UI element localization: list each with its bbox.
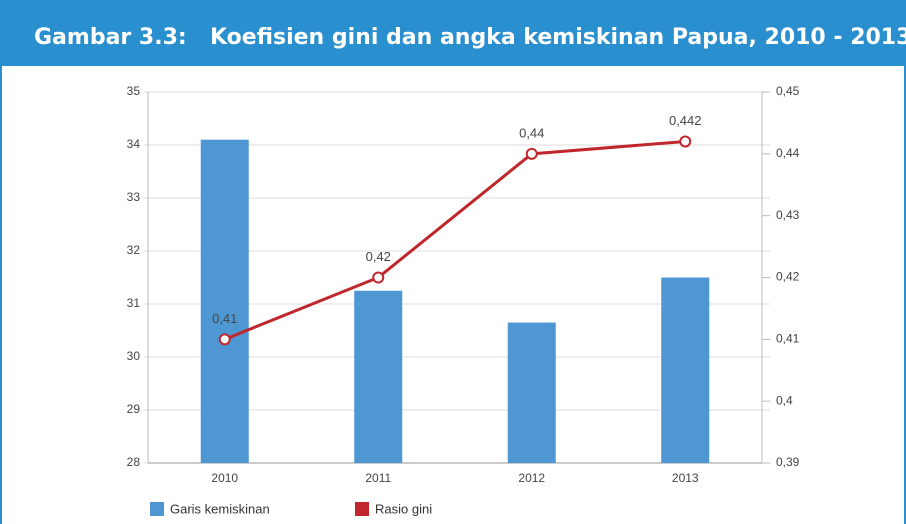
y-tick-label: 33: [127, 190, 141, 204]
y2-tick-label: 0,41: [776, 332, 800, 346]
data-label: 0,42: [366, 249, 391, 264]
chart-title: Koefisien gini dan angka kemiskinan Papu…: [210, 25, 906, 50]
y-tick-label: 30: [127, 349, 141, 363]
y2-tick-label: 0,43: [776, 208, 800, 222]
line: [224, 139, 686, 341]
data-label: 0,44: [519, 125, 544, 140]
x-tick-label: 2010: [211, 471, 238, 485]
legend-swatch: [355, 502, 369, 516]
y2-tick-label: 0,39: [776, 455, 800, 469]
y-tick-label: 34: [127, 137, 141, 151]
data-label: 0,442: [669, 113, 702, 128]
point: [525, 147, 538, 160]
y-tick-label: 29: [127, 402, 141, 416]
y-tick-label: 35: [127, 84, 141, 98]
legend-label: Rasio gini: [375, 501, 432, 516]
x-tick-label: 2013: [672, 471, 699, 485]
bar: [507, 322, 556, 463]
x-tick-label: 2012: [518, 471, 545, 485]
header-band: [0, 0, 906, 66]
y2-tick-label: 0,45: [776, 84, 800, 98]
figure-label: Gambar 3.3:: [34, 25, 187, 50]
bar: [200, 139, 249, 463]
point: [372, 271, 385, 284]
y2-tick-label: 0,4: [776, 393, 793, 407]
legend-swatch: [150, 502, 164, 516]
legend-label: Garis kemiskinan: [170, 501, 270, 516]
y2-tick-label: 0,42: [776, 270, 800, 284]
data-label: 0,41: [212, 311, 237, 326]
x-tick-label: 2011: [365, 471, 391, 485]
point: [679, 135, 692, 148]
y2-tick-label: 0,44: [776, 146, 800, 160]
y-tick-label: 31: [127, 296, 141, 310]
point: [218, 333, 231, 346]
bar: [354, 290, 403, 463]
bar: [661, 277, 710, 463]
y-tick-label: 32: [127, 243, 141, 257]
y-tick-label: 28: [127, 455, 141, 469]
